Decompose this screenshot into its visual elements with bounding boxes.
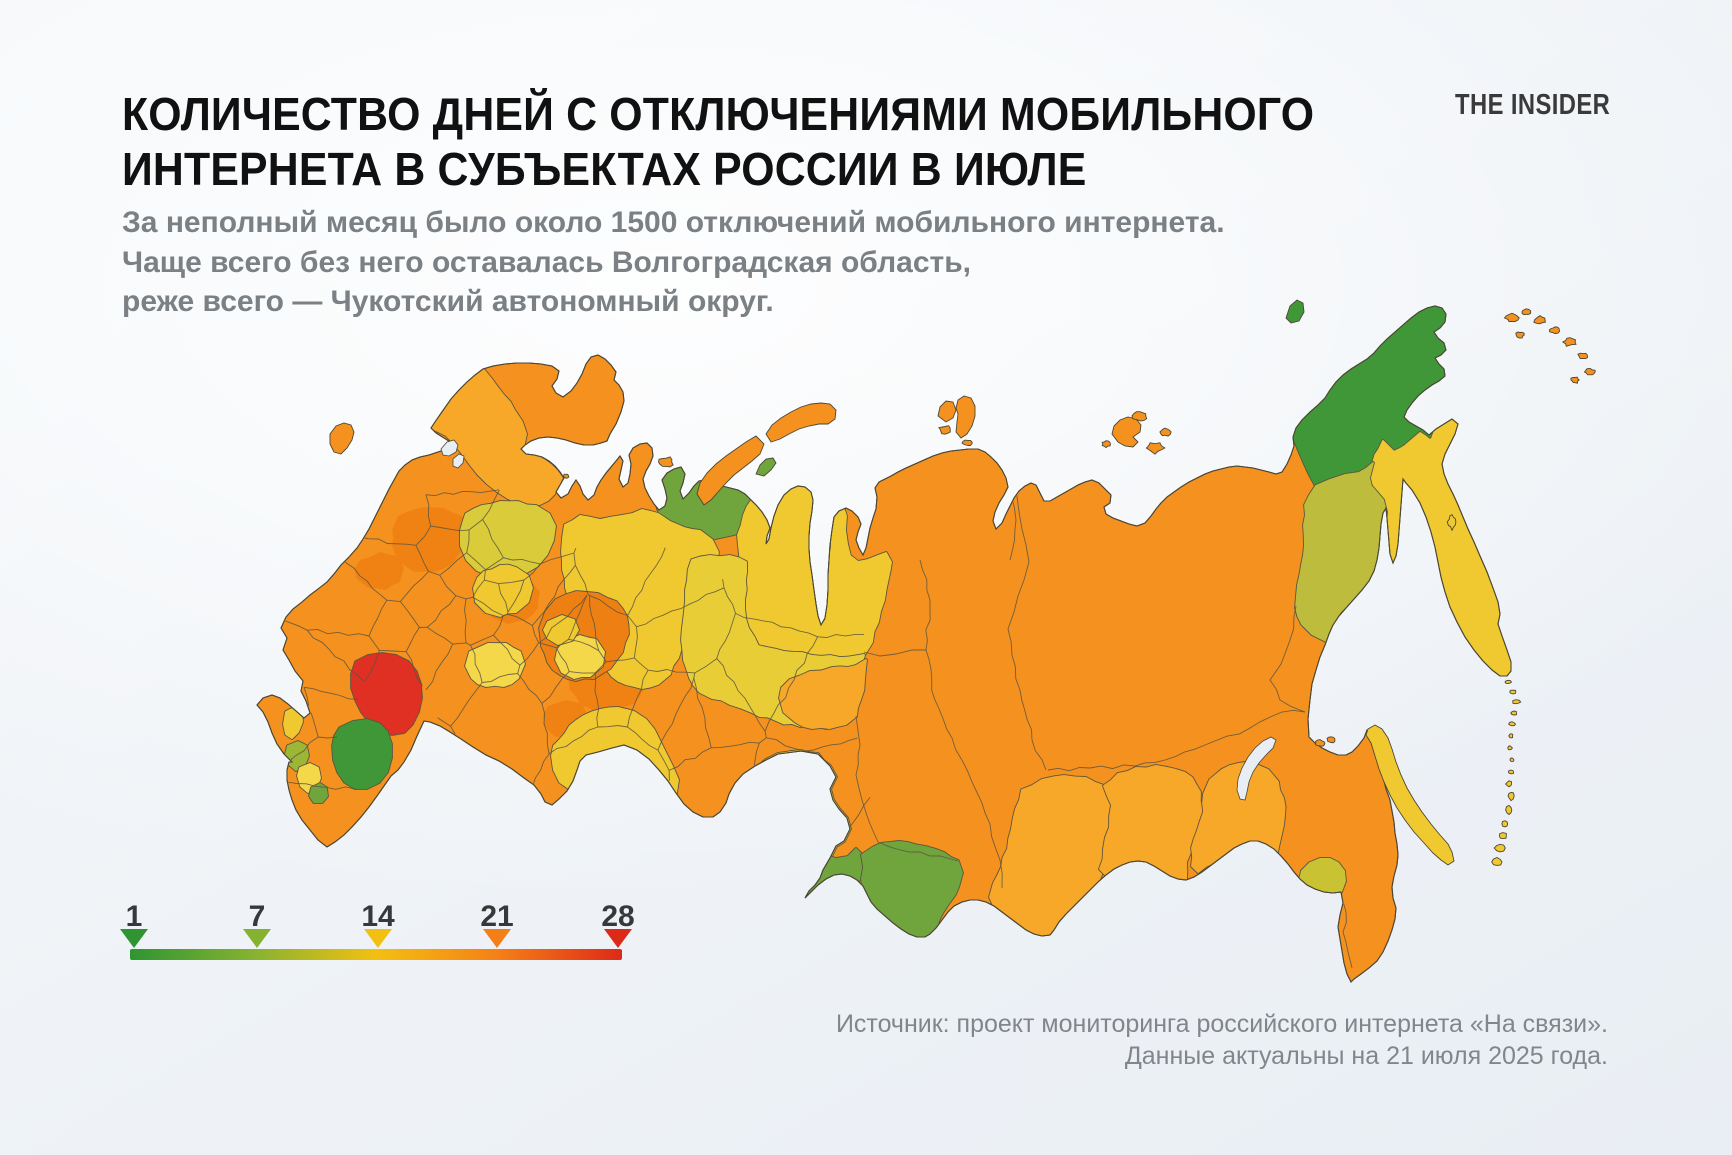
svg-text:14: 14 [361, 900, 395, 933]
svg-text:21: 21 [480, 900, 513, 933]
svg-text:1: 1 [126, 900, 143, 933]
svg-text:28: 28 [601, 900, 634, 933]
svg-text:7: 7 [249, 900, 266, 933]
